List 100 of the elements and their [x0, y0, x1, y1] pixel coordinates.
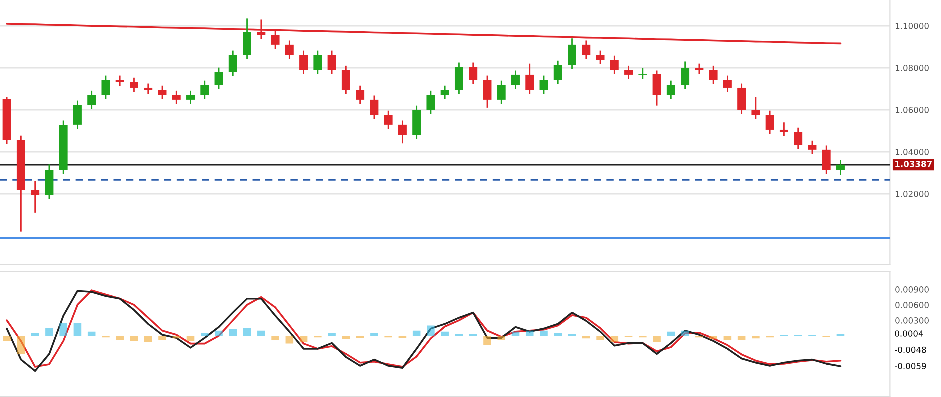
bar — [3, 336, 11, 342]
bar — [441, 332, 449, 336]
bar — [172, 336, 181, 339]
bar — [229, 329, 238, 336]
y-tick-label: 1.08000 — [896, 65, 929, 72]
candlestick — [666, 80, 676, 100]
candlestick — [512, 70, 520, 90]
candlestick — [214, 67, 224, 90]
candlestick — [596, 50, 605, 65]
line-series — [6, 23, 842, 45]
bar — [186, 336, 195, 342]
bar — [484, 336, 492, 346]
bar — [710, 336, 718, 340]
candlestick — [144, 83, 153, 95]
bar — [130, 336, 138, 342]
bar — [653, 336, 661, 342]
y-tick-label: 1.04000 — [896, 149, 929, 156]
y-tick-label: 1.10000 — [896, 23, 929, 30]
text: -0.0048 — [895, 346, 926, 354]
candlestick — [681, 61, 690, 90]
candlestick — [695, 63, 704, 76]
bar — [724, 336, 732, 340]
bar — [215, 330, 223, 336]
candlestick — [483, 75, 492, 109]
candlestick — [624, 65, 634, 80]
bar — [455, 334, 464, 336]
y-tick-label: 0.00300 — [896, 318, 929, 324]
candlestick — [469, 62, 478, 85]
candlestick — [836, 160, 845, 176]
ref-line-label: 1.03387 — [896, 161, 932, 168]
candlestick — [370, 95, 379, 120]
candlestick — [200, 80, 210, 100]
bar — [17, 336, 26, 354]
candlestick — [426, 90, 436, 115]
candlestick — [554, 60, 562, 85]
candlestick — [582, 40, 591, 60]
bar — [582, 336, 590, 339]
candlestick — [780, 122, 788, 137]
bar — [681, 330, 690, 336]
candlestick — [723, 75, 732, 93]
candlestick — [568, 38, 576, 70]
bar — [74, 323, 82, 336]
bar — [31, 333, 40, 336]
candlestick — [228, 50, 238, 77]
bar — [286, 336, 294, 344]
candlestick — [752, 96, 760, 120]
candlestick — [342, 65, 350, 95]
bar — [46, 328, 54, 336]
candlestick — [384, 110, 393, 130]
candlestick — [794, 127, 803, 150]
candlestick — [454, 62, 464, 95]
candlestick — [88, 90, 96, 110]
candlestick — [652, 70, 662, 107]
candlestick — [314, 50, 322, 76]
candlestick — [766, 110, 774, 135]
bar — [596, 336, 604, 340]
bar — [258, 330, 266, 336]
bar — [526, 330, 534, 336]
bar — [328, 333, 336, 336]
candlestick — [31, 180, 40, 214]
candlestick — [356, 85, 365, 105]
bar — [554, 332, 562, 336]
bar — [88, 332, 96, 336]
bar — [243, 328, 252, 336]
bar — [540, 330, 548, 336]
bar — [427, 326, 435, 336]
candlestick — [73, 100, 82, 130]
candlestick — [102, 75, 110, 100]
candlestick — [158, 85, 167, 100]
bar — [370, 333, 378, 336]
y-tick-label: 1.02000 — [896, 191, 929, 198]
bar — [738, 336, 746, 340]
y-tick-label: 0.00600 — [896, 302, 929, 308]
bar — [144, 336, 152, 342]
candlestick — [186, 90, 195, 105]
bar — [272, 336, 280, 340]
candlestick — [540, 75, 548, 95]
candlestick — [738, 83, 746, 115]
candlestick — [328, 50, 336, 76]
bar — [342, 336, 350, 340]
bar — [610, 336, 619, 342]
bar — [300, 336, 308, 342]
candlestick — [130, 77, 138, 93]
candlestick — [497, 80, 506, 105]
bar — [116, 336, 124, 340]
bar — [836, 334, 845, 336]
bar — [412, 330, 421, 336]
bar — [158, 336, 166, 340]
text: -0.0059 — [895, 363, 926, 370]
candlestick — [610, 55, 619, 76]
candlestick — [172, 90, 181, 105]
candlestick — [822, 145, 831, 175]
bar — [512, 332, 520, 336]
bar — [667, 332, 676, 336]
candlestick — [285, 40, 294, 60]
candlestick — [526, 63, 534, 95]
candlestick — [440, 85, 450, 100]
candlestick — [808, 140, 817, 155]
text: 0.0004 — [895, 330, 924, 337]
candlestick — [709, 65, 718, 85]
